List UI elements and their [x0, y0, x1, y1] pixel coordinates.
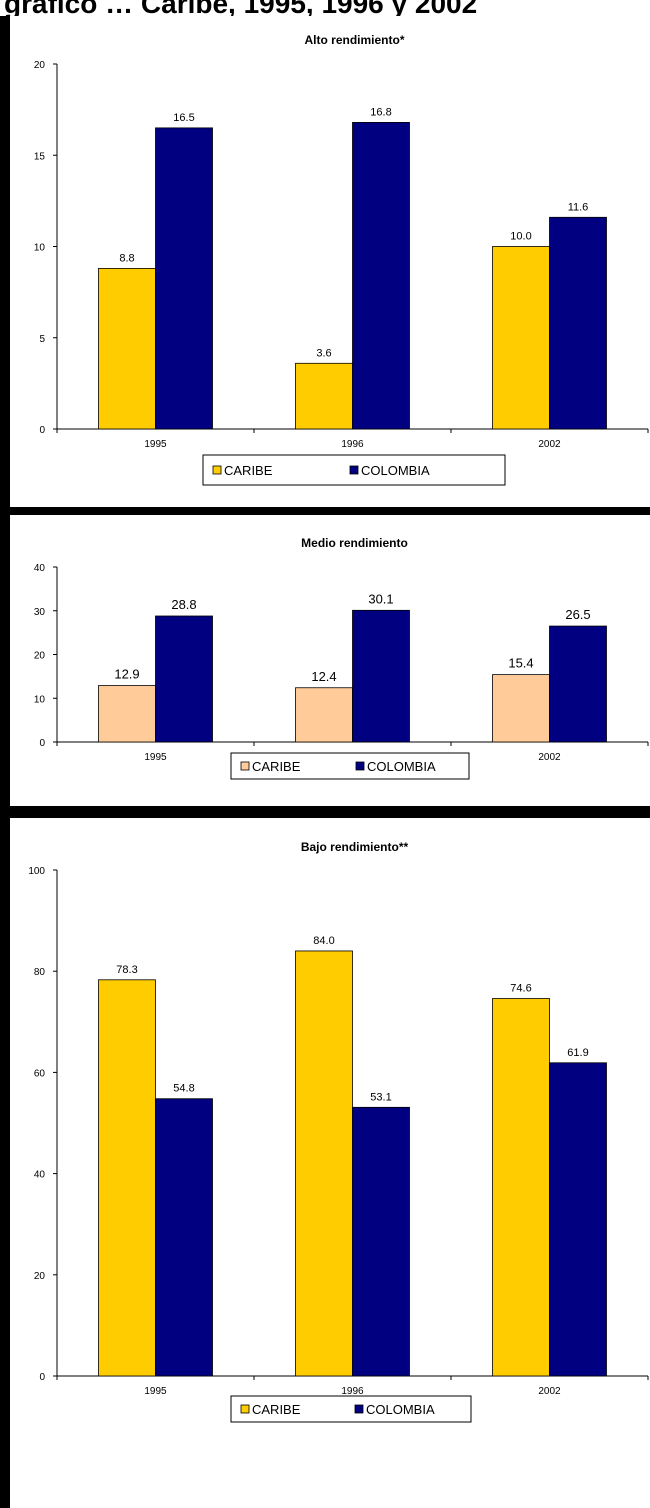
- chart-panel-medio: Medio rendimiento01020304019951996200212…: [10, 515, 650, 806]
- y-tick-label: 10: [34, 694, 46, 705]
- y-tick-label: 80: [34, 967, 46, 978]
- x-tick-label: 1996: [341, 1386, 364, 1397]
- y-tick-label: 15: [34, 151, 46, 162]
- bar-caribe-1996: [295, 362, 353, 430]
- x-tick-label: 1995: [144, 1386, 167, 1397]
- chart-panel-bajo: Bajo rendimiento** 0 20 40 60 80 100 1995 1996 20…: [10, 818, 650, 1508]
- bar-caribe-1996: [295, 950, 353, 1377]
- data-label: 15.4: [508, 656, 533, 671]
- data-label: 61.9: [567, 1047, 588, 1059]
- bar-caribe-2002: [492, 246, 550, 430]
- bar-colombia-2002: [549, 1062, 607, 1377]
- y-tick-label: 40: [34, 563, 46, 574]
- x-tick-label: 2002: [538, 752, 561, 763]
- chart-panel-alto: Alto rendimiento* 0 5 10 15 20 1995 1996 2002 8.8…: [10, 16, 650, 507]
- data-label: 10.0: [510, 231, 531, 243]
- y-tick-label: 60: [34, 1068, 46, 1079]
- x-tick-label: 1995: [144, 439, 167, 450]
- data-label: 53.1: [370, 1091, 391, 1103]
- x-tick-label: 2002: [538, 439, 561, 450]
- data-label: 12.9: [114, 667, 139, 682]
- x-tick-label: 1996: [341, 439, 364, 450]
- bar-colombia-1995: [155, 1098, 213, 1377]
- data-label: 16.5: [173, 112, 194, 124]
- chart-alto-rendimiento: Alto rendimiento* 0 5 10 15 20 1995 1996 2002 8.8…: [34, 33, 649, 486]
- x-tick-label: 1995: [144, 752, 167, 763]
- data-label: 78.3: [116, 964, 137, 976]
- bar-caribe-1996: [295, 687, 353, 743]
- legend-swatch-colombia: [349, 465, 359, 475]
- y-tick-label: 40: [34, 1170, 46, 1181]
- bar-caribe-2002: [492, 998, 550, 1377]
- bar-colombia-1996: [352, 609, 410, 743]
- data-label: 12.4: [311, 669, 336, 684]
- chart-title: Bajo rendimiento**: [301, 840, 409, 854]
- legend-box: [230, 752, 470, 780]
- legend-swatch-caribe: [212, 465, 222, 475]
- data-label: 74.6: [510, 983, 531, 995]
- legend-swatch-caribe: [240, 761, 250, 771]
- data-label: 84.0: [313, 935, 334, 947]
- data-label: 8.8: [119, 252, 134, 264]
- data-label: 3.6: [316, 347, 331, 359]
- chart-bajo-rendimiento: Bajo rendimiento** 0 20 40 60 80 100 1995 1996 20…: [28, 840, 649, 1423]
- y-tick-label: 0: [39, 738, 45, 749]
- legend-label-caribe: CARIBE: [252, 759, 301, 774]
- bar-caribe-1995: [98, 685, 156, 743]
- y-tick-label: 10: [34, 243, 46, 254]
- y-tick-label: 20: [34, 60, 46, 71]
- bar-colombia-1995: [155, 127, 213, 430]
- legend-swatch-caribe: [240, 1404, 250, 1414]
- y-tick-label: 0: [39, 1372, 45, 1383]
- data-label: 30.1: [368, 591, 393, 606]
- y-tick-label: 5: [39, 334, 45, 345]
- bar-caribe-1995: [98, 979, 156, 1377]
- bar-colombia-2002: [549, 625, 607, 743]
- data-label: 54.8: [173, 1083, 194, 1095]
- y-tick-label: 0: [39, 425, 45, 436]
- data-label: 11.6: [568, 201, 589, 213]
- legend-box: [230, 1395, 472, 1423]
- bar-colombia-1996: [352, 122, 410, 430]
- legend-label-caribe: CARIBE: [252, 1402, 301, 1417]
- y-tick-label: 20: [34, 1271, 46, 1282]
- chart-title: Medio rendimiento: [301, 536, 408, 550]
- legend-label-caribe: CARIBE: [224, 463, 273, 478]
- bar-colombia-1996: [352, 1106, 410, 1377]
- y-tick-label: 20: [34, 651, 46, 662]
- chart-title: Alto rendimiento*: [304, 33, 404, 47]
- legend-label-colombia: COLOMBIA: [367, 759, 436, 774]
- legend-label-colombia: COLOMBIA: [361, 463, 430, 478]
- legend-swatch-colombia: [355, 761, 365, 771]
- data-label: 28.8: [171, 597, 196, 612]
- bar-colombia-1995: [155, 615, 213, 743]
- data-label: 26.5: [565, 607, 590, 622]
- legend-label-colombia: COLOMBIA: [366, 1402, 435, 1417]
- chart-medio-rendimiento: Medio rendimiento01020304019951996200212…: [34, 536, 649, 780]
- legend-swatch-colombia: [354, 1404, 364, 1414]
- bar-caribe-1995: [98, 267, 156, 430]
- page-heading-strip: gráfico … Caribe, 1995, 1996 y 2002: [0, 0, 650, 16]
- data-label: 16.8: [370, 106, 391, 118]
- x-tick-label: 2002: [538, 1386, 561, 1397]
- y-tick-label: 100: [28, 866, 45, 877]
- page-heading: gráfico … Caribe, 1995, 1996 y 2002: [4, 0, 478, 16]
- bar-caribe-2002: [492, 674, 550, 743]
- bar-colombia-2002: [549, 216, 607, 430]
- y-tick-label: 30: [34, 607, 46, 618]
